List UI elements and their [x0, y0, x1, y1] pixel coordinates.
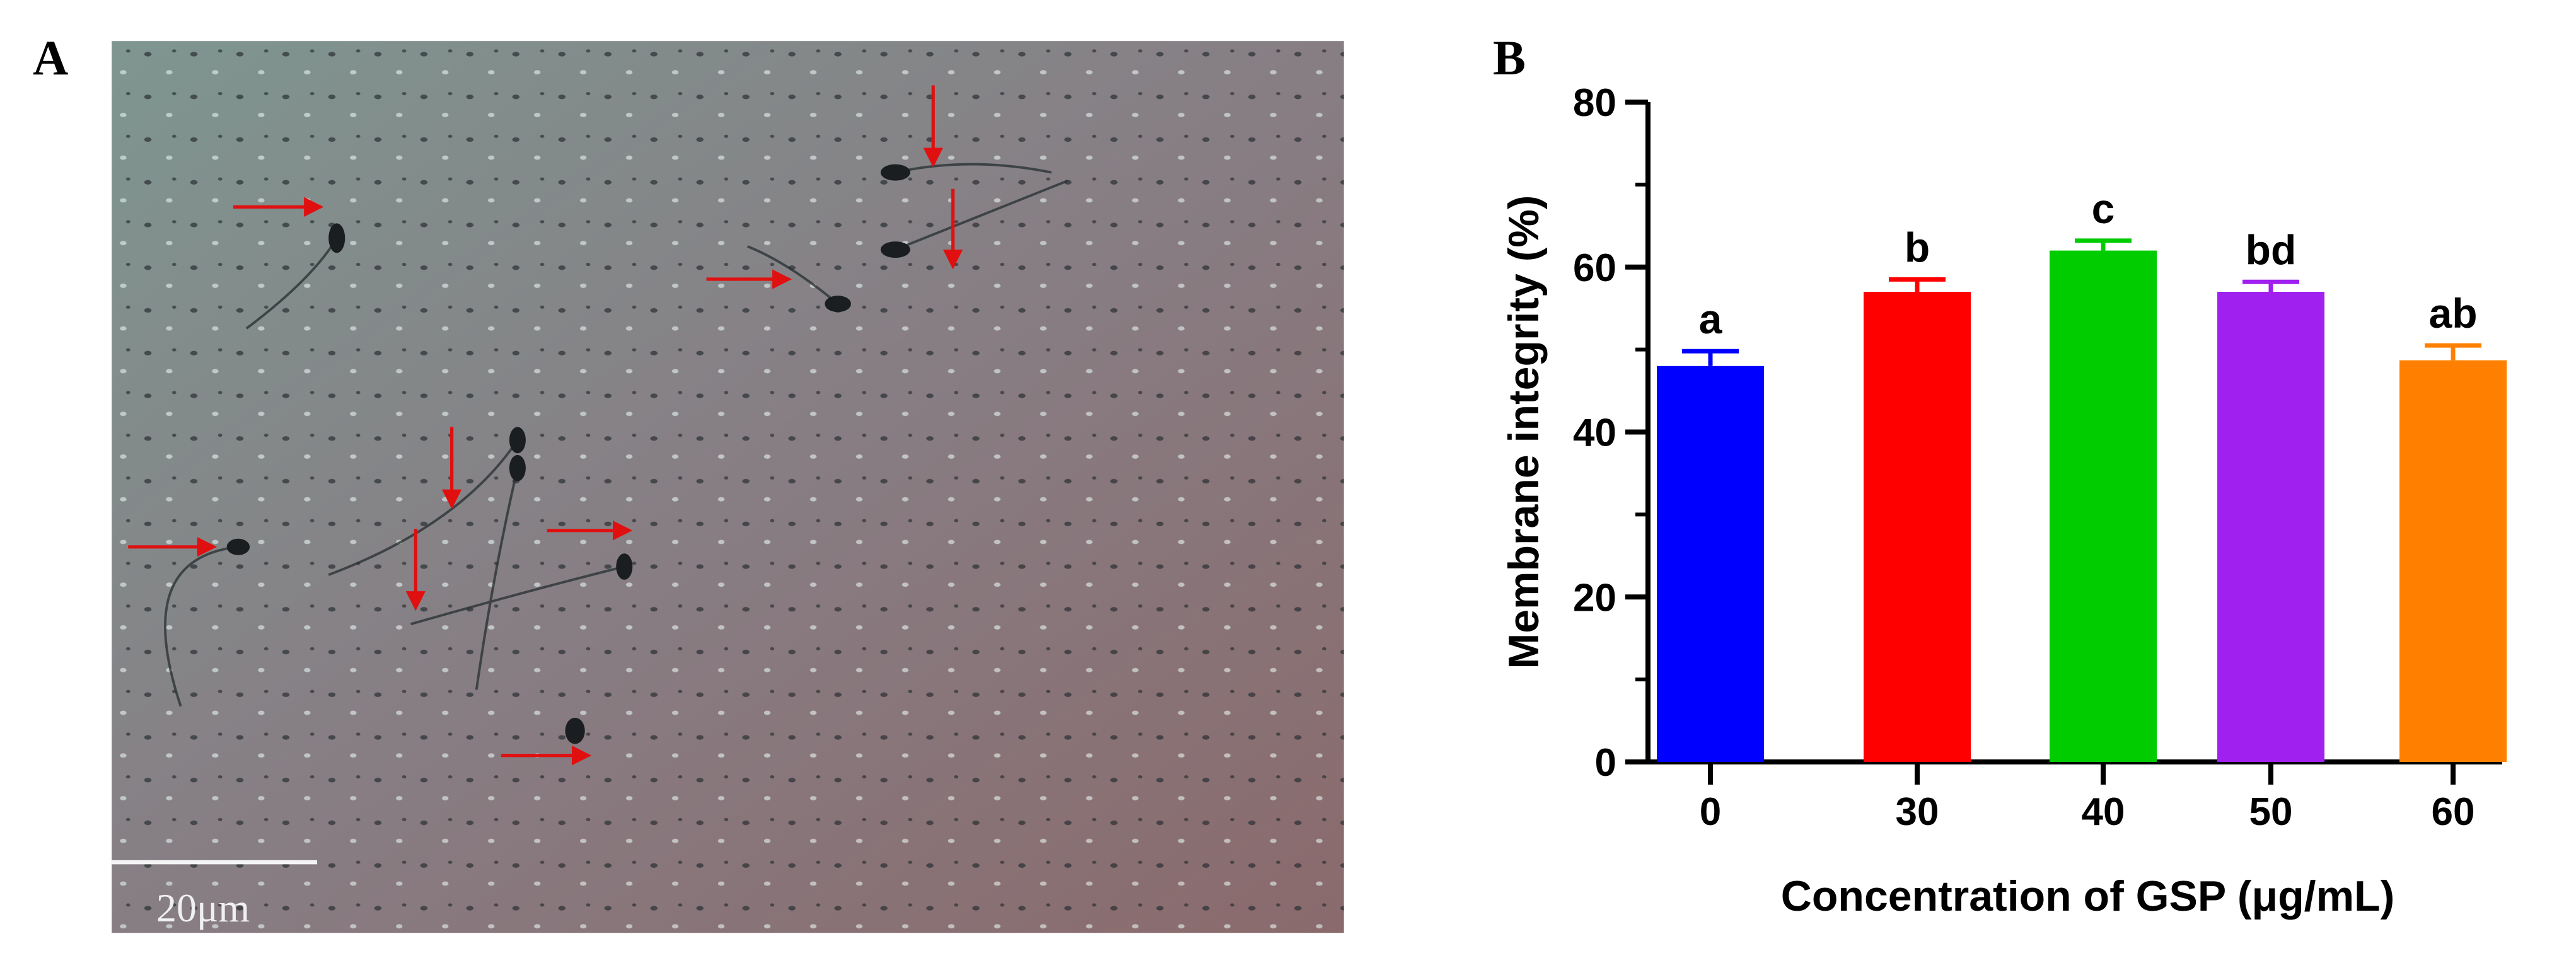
bar [1657, 366, 1764, 762]
bar [2050, 250, 2157, 762]
panel-label: A [33, 30, 68, 85]
y-tick-label: 0 [1595, 741, 1616, 785]
y-tick-label: 20 [1573, 576, 1616, 620]
significance-letter: c [2092, 185, 2115, 232]
x-tick-label: 60 [2432, 790, 2475, 834]
y-tick-label: 40 [1573, 412, 1616, 455]
y-tick-label: 80 [1573, 81, 1616, 125]
panel-label: B [1493, 30, 1526, 85]
error-bar [2075, 238, 2132, 251]
error-bar [1682, 349, 1739, 366]
x-tick-label: 40 [2082, 790, 2125, 834]
bar [2217, 292, 2324, 762]
y-tick-label: 60 [1573, 246, 1616, 290]
micrograph [112, 41, 1344, 933]
x-tick-label: 50 [2249, 790, 2293, 834]
scale-bar-label: 20μm [156, 885, 250, 930]
x-tick-label: 0 [1700, 790, 1721, 834]
significance-letter: bd [2246, 226, 2297, 273]
bar [1864, 292, 1971, 762]
significance-letter: ab [2428, 290, 2477, 337]
bar [2399, 360, 2507, 762]
significance-letter: a [1699, 296, 1723, 342]
significance-letter: b [1905, 224, 1930, 270]
error-bar [1889, 277, 1946, 292]
error-bar [2425, 343, 2481, 360]
error-bar [2242, 279, 2299, 292]
x-tick-label: 30 [1896, 790, 1939, 834]
y-axis-title: Membrane integrity (%) [1500, 195, 1548, 669]
x-axis-title: Concentration of GSP (μg/mL) [1781, 872, 2394, 920]
